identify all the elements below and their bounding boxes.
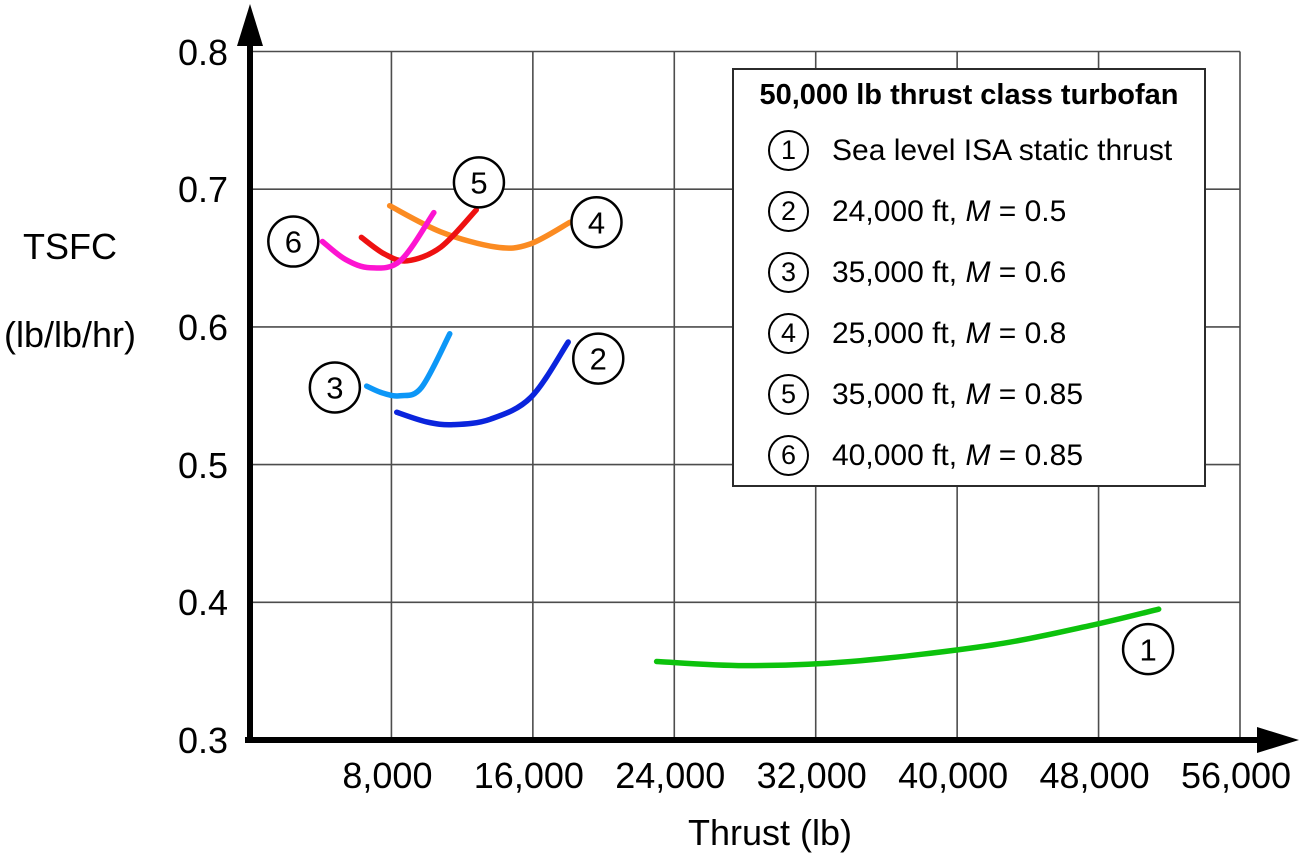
legend-number-badge: 2 [768, 191, 809, 232]
legend-items: 1 Sea level ISA static thrust 2 24,000 f… [734, 120, 1204, 486]
legend-item-5: 5 35,000 ft, M = 0.85 [734, 364, 1204, 425]
legend-item-label: 24,000 ft, M = 0.5 [832, 194, 1067, 228]
legend-item-2: 2 24,000 ft, M = 0.5 [734, 181, 1204, 242]
y-axis-arrowhead-icon [237, 4, 263, 46]
curve-label-number-1: 1 [1139, 632, 1156, 667]
legend-box: 50,000 lb thrust class turbofan 1 Sea le… [732, 68, 1206, 487]
legend-number-badge: 5 [768, 374, 809, 415]
y-tick-label: 0.5 [177, 444, 228, 486]
legend-item-label: 35,000 ft, M = 0.6 [832, 255, 1067, 289]
curve-series-6 [319, 209, 437, 271]
curve-label-circle-1 [1121, 622, 1175, 676]
x-tick-label: 24,000 [615, 755, 726, 796]
y-tick-label: 0.6 [177, 306, 228, 348]
legend-item-label: Sea level ISA static thrust [832, 133, 1173, 167]
curve-label-number-2: 2 [590, 342, 607, 377]
legend-item-6: 6 40,000 ft, M = 0.85 [734, 425, 1204, 486]
y-axis-title-line2: (lb/lb/hr) [3, 314, 137, 355]
legend-item-1: 1 Sea level ISA static thrust [734, 120, 1204, 181]
curve-label-number-3: 3 [326, 371, 343, 406]
curve-label-circle-3 [308, 361, 362, 414]
curve-label-circle-6 [267, 215, 320, 268]
curve-label-number-6: 6 [285, 225, 302, 260]
x-tick-label: 16,000 [473, 755, 584, 796]
x-tick-label: 56,000 [1180, 755, 1292, 796]
legend-item-4: 4 25,000 ft, M = 0.8 [734, 303, 1204, 364]
legend-item-label: 25,000 ft, M = 0.8 [832, 316, 1067, 350]
curve-label-circle-5 [452, 156, 506, 209]
x-axis-title: Thrust (lb) [687, 812, 853, 853]
legend-number-badge: 6 [768, 435, 809, 476]
x-tick-label: 40,000 [898, 755, 1009, 796]
legend-title: 50,000 lb thrust class turbofan [759, 79, 1179, 111]
curve-series-3 [363, 331, 453, 399]
curve-series-2 [393, 339, 571, 428]
legend-item-label: 40,000 ft, M = 0.85 [832, 438, 1084, 472]
x-tick-label: 48,000 [1039, 755, 1150, 796]
curve-series-5 [358, 207, 480, 264]
x-tick-label: 8,000 [342, 755, 433, 796]
y-axis-title-line1: TSFC [23, 226, 117, 267]
y-tick-label: 0.3 [177, 720, 228, 761]
curve-label-number-4: 4 [588, 205, 605, 240]
y-tick-label: 0.7 [177, 169, 228, 211]
curve-label-circle-2 [572, 332, 625, 385]
curve-label-circle-4 [570, 195, 623, 249]
curve-label-number-5: 5 [470, 165, 487, 200]
x-axis-arrowhead-icon [1257, 727, 1299, 753]
y-tick-label: 0.8 [177, 31, 228, 73]
legend-item-3: 3 35,000 ft, M = 0.6 [734, 242, 1204, 303]
curve-series-1 [653, 606, 1162, 669]
y-tick-label: 0.4 [177, 582, 228, 624]
legend-number-badge: 4 [768, 313, 809, 354]
x-tick-label: 32,000 [756, 755, 867, 796]
legend-number-badge: 1 [768, 130, 809, 171]
legend-number-badge: 3 [768, 252, 809, 293]
legend-item-label: 35,000 ft, M = 0.85 [832, 377, 1084, 411]
